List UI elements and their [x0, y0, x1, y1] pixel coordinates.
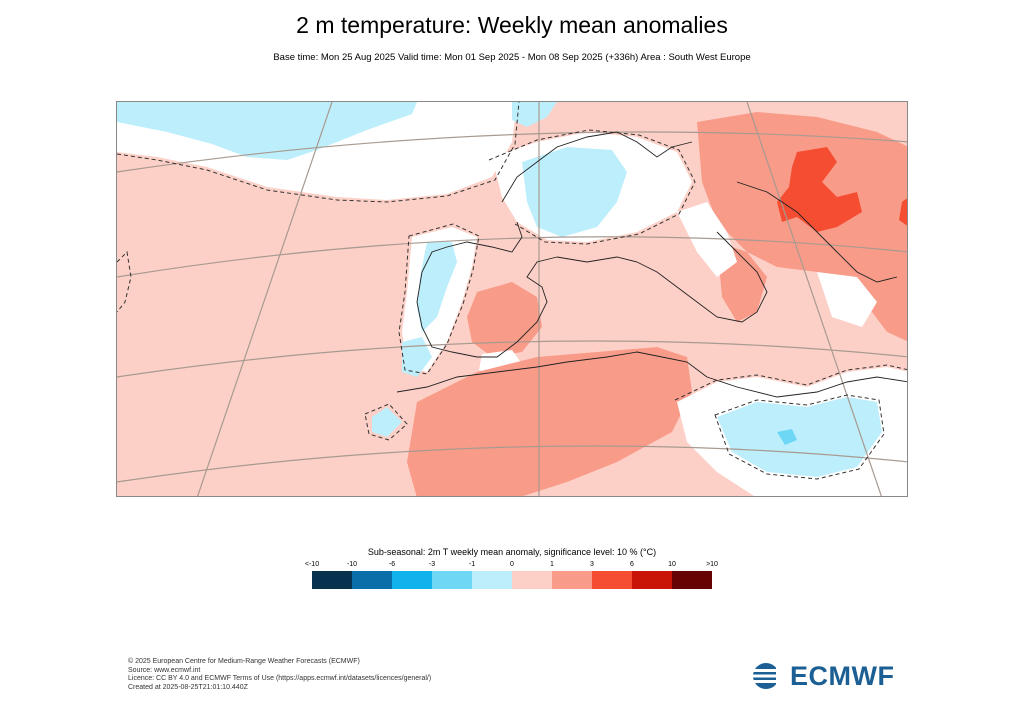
legend-color-bar	[312, 571, 712, 589]
legend-tick: <-10	[304, 561, 320, 568]
legend-tick: 3	[590, 561, 594, 568]
legend-swatch	[432, 571, 472, 589]
coastlines	[396, 131, 907, 398]
significance-contours	[117, 102, 907, 480]
footer-copyright: © 2025 European Centre for Medium-Range …	[128, 658, 360, 665]
legend-swatch	[392, 571, 432, 589]
east-med-cold-zone	[717, 397, 882, 477]
legend-swatch	[512, 571, 552, 589]
legend-ticks: <-10 -10 -6 -3 -1 0 1 3 6 10 >10	[305, 561, 718, 571]
legend-tick: 6	[630, 561, 634, 568]
footer-licence: Licence: CC BY 4.0 and ECMWF Terms of Us…	[128, 675, 432, 683]
france-cold-zone	[522, 147, 627, 237]
legend-swatch	[592, 571, 632, 589]
map-canvas	[117, 102, 907, 496]
legend-tick: -1	[468, 561, 476, 568]
anomaly-map[interactable]	[116, 101, 908, 497]
legend-swatch	[632, 571, 672, 589]
legend-tick: >10	[706, 561, 718, 568]
legend-tick: -6	[388, 561, 396, 568]
ecmwf-logo-icon	[750, 661, 788, 691]
legend-tick: -3	[428, 561, 436, 568]
legend-swatch	[312, 571, 352, 589]
east-strong-warm-zone	[899, 198, 907, 226]
ecmwf-logo-text: ECMWF	[790, 660, 895, 691]
spain-warm-zone	[467, 282, 542, 357]
morocco-cold-zone	[372, 407, 402, 437]
legend-swatch	[352, 571, 392, 589]
footer-source: Source: www.ecmwf.int	[128, 666, 201, 674]
atlantic-cold-region-north	[512, 102, 557, 127]
aegean-neutral-zone	[817, 272, 877, 327]
east-med-strong-cold-zone	[777, 429, 797, 445]
legend-swatch	[552, 571, 592, 589]
footer-created: Created at 2025-08-25T21:01:10.440Z	[128, 683, 248, 691]
legend-tick: 10	[668, 561, 676, 568]
footer-credits: © 2025 European Centre for Medium-Range …	[128, 658, 431, 692]
legend-tick: 0	[510, 561, 514, 568]
legend-tick: 1	[550, 561, 554, 568]
page-subtitle: Base time: Mon 25 Aug 2025 Valid time: M…	[273, 52, 751, 63]
ecmwf-logo: ECMWF	[748, 660, 898, 692]
graticule	[117, 102, 907, 496]
balkans-strong-warm-zone	[777, 147, 862, 232]
sahara-warm-zone	[407, 347, 692, 496]
legend-tick: -10	[346, 561, 358, 568]
legend-title: Sub-seasonal: 2m T weekly mean anomaly, …	[367, 547, 657, 557]
iberia-cold-zone	[417, 242, 457, 332]
page-title: 2 m temperature: Weekly mean anomalies	[296, 12, 728, 38]
legend-swatch	[472, 571, 512, 589]
atlantic-cold-region	[117, 102, 417, 160]
adriatic-neutral-zone	[677, 202, 737, 277]
legend-swatch	[672, 571, 712, 589]
